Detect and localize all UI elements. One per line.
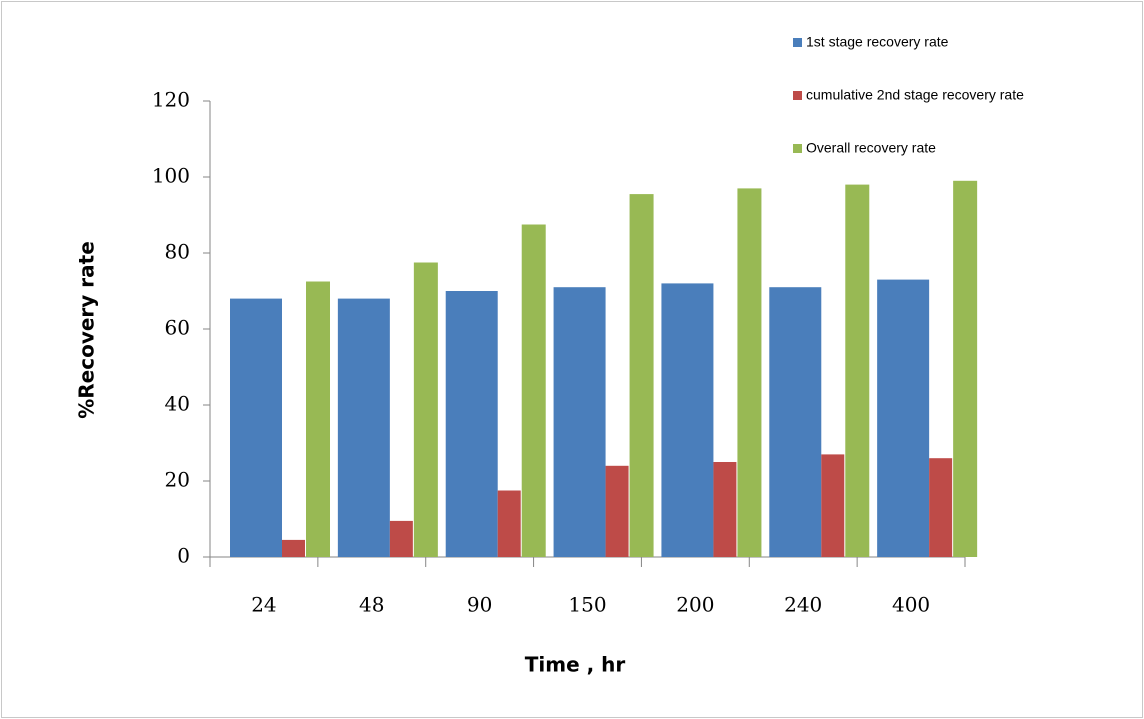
legend-swatch <box>793 144 802 153</box>
bar <box>445 291 498 557</box>
x-tick-label: 90 <box>467 593 492 617</box>
bar <box>713 462 737 557</box>
bar <box>553 287 606 557</box>
y-tick-label: 40 <box>165 392 190 416</box>
bar <box>737 188 762 557</box>
bar <box>605 465 629 557</box>
y-tick-label: 20 <box>165 468 190 492</box>
x-tick-label: 240 <box>784 593 822 617</box>
x-tick-label: 200 <box>676 593 714 617</box>
bar <box>821 454 845 557</box>
bar <box>389 520 413 557</box>
x-tick-label: 400 <box>892 593 930 617</box>
bar <box>497 490 521 557</box>
y-tick-label: 120 <box>152 88 190 112</box>
bar <box>661 283 714 557</box>
bar <box>306 281 330 557</box>
bar <box>337 298 390 557</box>
x-tick-label: 48 <box>359 593 384 617</box>
legend-label: 1st stage recovery rate <box>806 34 949 50</box>
bar <box>953 180 978 558</box>
legend-swatch <box>793 38 802 47</box>
x-axis-title: Time , hr <box>525 653 626 677</box>
y-tick-label: 80 <box>165 240 190 264</box>
legend-label: cumulative 2nd stage recovery rate <box>806 87 1024 103</box>
bar <box>230 298 282 557</box>
x-tick-label: 24 <box>251 593 276 617</box>
bar <box>929 458 953 557</box>
bar <box>282 539 305 557</box>
bar <box>521 224 546 557</box>
y-tick-label: 100 <box>152 164 190 188</box>
y-tick-label: 0 <box>177 544 190 568</box>
bar <box>769 287 822 557</box>
bar <box>413 262 438 557</box>
legend-label: Overall recovery rate <box>806 140 936 156</box>
legend-swatch <box>793 91 802 100</box>
x-tick-label: 150 <box>568 593 606 617</box>
y-axis-title: %Recovery rate <box>75 241 99 419</box>
bar <box>629 194 654 557</box>
bar <box>845 184 870 557</box>
bar <box>877 279 930 557</box>
y-tick-label: 60 <box>165 316 190 340</box>
